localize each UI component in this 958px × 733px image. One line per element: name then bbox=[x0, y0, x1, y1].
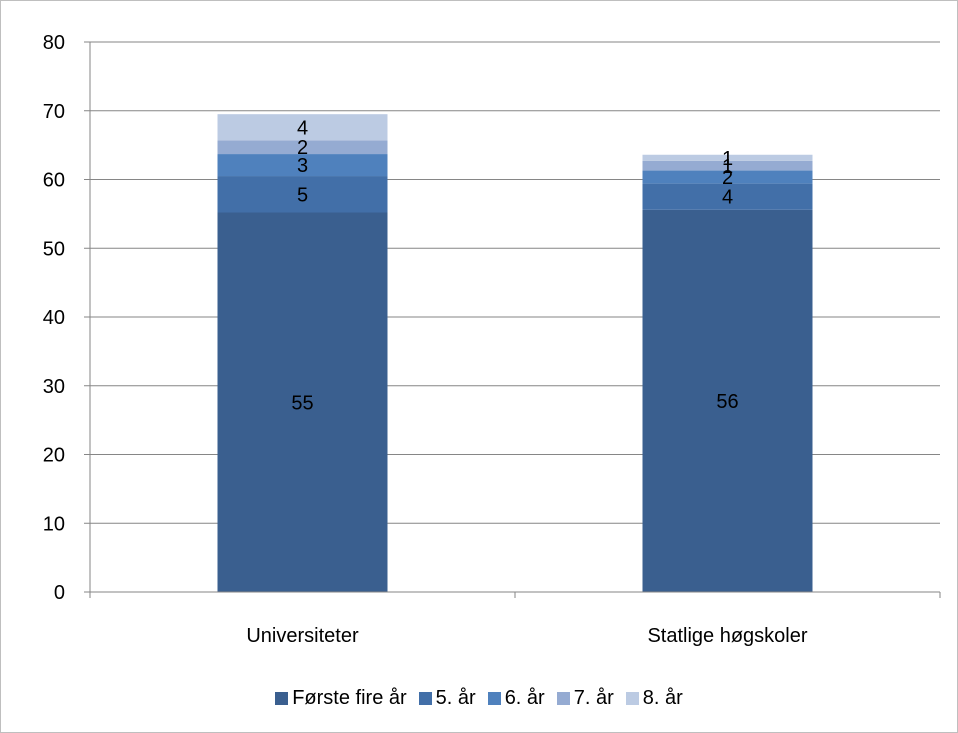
legend-label: 5. år bbox=[435, 686, 476, 709]
legend-label: 8. år bbox=[642, 686, 683, 709]
y-tick-label: 10 bbox=[43, 513, 65, 535]
y-tick-label: 70 bbox=[43, 101, 65, 123]
bar-segment bbox=[642, 170, 813, 184]
legend-swatch bbox=[625, 691, 639, 705]
legend-item: 6. år bbox=[487, 686, 545, 710]
bar-segment bbox=[217, 114, 388, 141]
legend-label: Første fire år bbox=[292, 686, 407, 709]
data-label: 4 bbox=[722, 187, 733, 209]
data-label: 55 bbox=[291, 392, 313, 414]
bar-segment bbox=[642, 183, 813, 210]
data-label: 56 bbox=[716, 391, 738, 413]
y-tick-label: 40 bbox=[43, 307, 65, 329]
data-label: 1 bbox=[722, 156, 733, 178]
bar-segment bbox=[642, 160, 813, 171]
data-label: 5 bbox=[297, 184, 308, 206]
y-tick-label: 80 bbox=[43, 32, 65, 54]
y-tick-label: 50 bbox=[43, 238, 65, 260]
bar-segment bbox=[642, 209, 813, 592]
bar-segment bbox=[217, 140, 388, 155]
x-tick-label: Universiteter bbox=[246, 625, 359, 647]
legend-swatch bbox=[487, 691, 501, 705]
y-tick-label: 60 bbox=[43, 170, 65, 192]
legend-label: 7. år bbox=[573, 686, 614, 709]
legend-swatch bbox=[556, 691, 570, 705]
legend-item: 8. år bbox=[625, 686, 683, 710]
bar-segment bbox=[217, 154, 388, 177]
data-label: 2 bbox=[297, 137, 308, 159]
legend-item: 7. år bbox=[556, 686, 614, 710]
legend-item: 5. år bbox=[418, 686, 476, 710]
y-tick-label: 20 bbox=[43, 445, 65, 467]
legend-label: 6. år bbox=[504, 686, 545, 709]
legend-swatch bbox=[275, 691, 289, 705]
bar-segment bbox=[642, 154, 813, 161]
chart-legend: Første fire år 5. år 6. år 7. år 8. år bbox=[0, 683, 958, 713]
bar-segment bbox=[217, 212, 388, 592]
x-tick-label: Statlige høgskoler bbox=[647, 625, 807, 647]
data-label: 3 bbox=[297, 155, 308, 177]
y-tick-label: 30 bbox=[43, 376, 65, 398]
legend-item: Første fire år bbox=[275, 686, 407, 710]
data-label: 2 bbox=[722, 167, 733, 189]
data-label: 4 bbox=[297, 117, 308, 139]
data-label: 1 bbox=[722, 148, 733, 170]
bar-segment bbox=[217, 176, 388, 213]
y-tick-label: 0 bbox=[54, 582, 65, 604]
legend-swatch bbox=[418, 691, 432, 705]
